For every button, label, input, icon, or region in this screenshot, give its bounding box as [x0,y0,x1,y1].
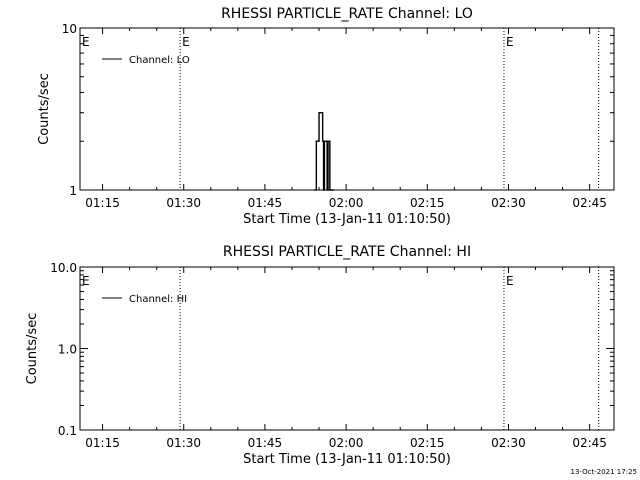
x-axis-label: Start Time (13-Jan-11 01:10:50) [243,452,451,467]
data-point [332,189,335,191]
lo-channel-chart: RHESSI PARTICLE_RATE Channel: LO 01:15 01:… [37,6,615,227]
event-marker-edge: E [82,274,90,288]
x-tick-label: 02:45 [572,436,607,450]
event-marker-edge: E [82,35,90,49]
data-point [331,189,333,191]
hi-channel-chart: RHESSI PARTICLE_RATE Channel: HI 01:15 01:… [25,244,615,467]
x-tick-label: 02:00 [329,436,364,450]
data-point [313,189,316,191]
x-tick-label: 02:30 [491,196,526,210]
x-tick-label: 01:45 [248,196,283,210]
data-point [320,112,322,114]
x-tick-label: 01:15 [85,196,120,210]
data-point [326,189,328,191]
data-point [315,140,317,142]
data-point [329,189,331,191]
y-tick-label: 10 [62,22,77,36]
x-tick-label: 01:45 [248,436,283,450]
data-point [328,140,330,142]
y-axis-label: Counts/sec [37,73,52,145]
event-line-label: E [506,35,514,49]
chart-title: RHESSI PARTICLE_RATE Channel: LO [221,6,473,22]
data-point [322,189,325,191]
y-tick-label: 0.1 [58,424,77,438]
legend-entry: Channel: LO [129,55,190,66]
data-point [322,140,324,142]
y-tick-label: 1.0 [58,343,77,357]
x-tick-label: 02:15 [410,196,445,210]
x-tick-label: 01:30 [166,196,201,210]
y-axis-label: Counts/sec [25,313,40,385]
footer-timestamp: 13-Oct-2021 17:25 [571,468,637,476]
x-tick-label: 02:45 [572,196,607,210]
x-tick-label: 01:30 [166,436,201,450]
event-line-label: E [182,35,190,49]
x-tick-label: 02:15 [410,436,445,450]
y-tick-label: 10.0 [50,261,77,275]
chart-title: RHESSI PARTICLE_RATE Channel: HI [223,244,471,260]
plot-frame [79,27,615,191]
data-point [318,112,320,114]
x-axis-label: Start Time (13-Jan-11 01:10:50) [243,212,451,227]
data-point [324,140,326,142]
event-line-label: E [506,274,514,288]
legend-entry: Channel: HI [129,294,187,305]
x-tick-label: 01:15 [85,436,120,450]
y-tick-label: 1 [69,184,77,198]
x-tick-label: 02:00 [329,196,364,210]
data-point [323,140,326,142]
data-point [327,140,329,142]
x-tick-label: 02:30 [491,436,526,450]
